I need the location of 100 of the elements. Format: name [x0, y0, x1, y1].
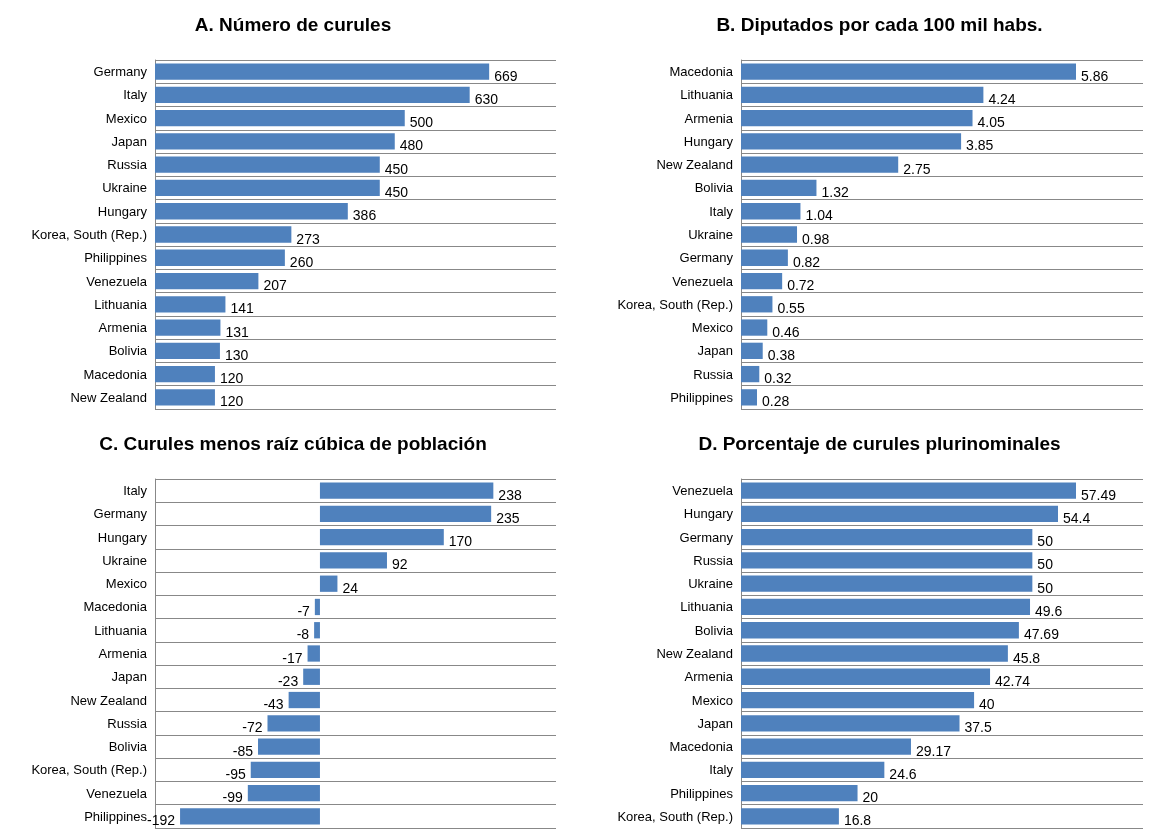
y-tick-label: Korea, South (Rep.): [617, 296, 733, 312]
bar: [319, 575, 338, 592]
bar: [155, 342, 220, 359]
y-tick-label: Ukraine: [102, 180, 147, 196]
chart-title: D. Porcentaje de curules plurinominales: [698, 433, 1061, 454]
y-tick-label: Armenia: [684, 110, 734, 126]
bar: [741, 668, 991, 685]
data-label: 37.5: [964, 719, 992, 736]
bar: [155, 63, 490, 80]
y-tick-label: Hungary: [683, 506, 734, 522]
chart-title: B. Diputados por cada 100 mil habs.: [716, 14, 1043, 35]
data-label: 1.32: [821, 183, 849, 200]
data-label: 16.8: [843, 812, 872, 829]
data-label: -72: [242, 719, 263, 736]
bar: [319, 529, 444, 546]
data-label: -23: [277, 672, 299, 689]
y-tick-label: Italy: [709, 762, 734, 778]
y-tick-label: Russia: [107, 157, 148, 173]
data-label: 49.6: [1035, 602, 1063, 619]
bar: [741, 365, 760, 383]
data-label: 235: [496, 509, 520, 526]
data-label: 92: [391, 556, 408, 573]
y-tick-label: Russia: [107, 715, 148, 731]
data-label: 45.8: [1012, 649, 1041, 666]
bar: [155, 249, 285, 266]
bar: [319, 552, 387, 569]
bar: [180, 808, 320, 825]
bar: [314, 622, 320, 639]
bar: [155, 226, 292, 243]
y-tick-label: Hungary: [97, 203, 148, 219]
chart-title: C. Curules menos raíz cúbica de población: [99, 433, 487, 454]
y-tick-label: Japan: [697, 715, 733, 731]
bar: [741, 598, 1031, 616]
data-label: 47.69: [1023, 626, 1060, 643]
y-tick-label: New Zealand: [70, 692, 147, 708]
bar: [741, 552, 1033, 569]
data-label: 131: [225, 323, 250, 340]
data-label: 20: [862, 789, 879, 806]
bar: [741, 133, 962, 150]
bar: [741, 505, 1058, 523]
bar: [314, 598, 320, 616]
y-tick-label: Hungary: [683, 133, 734, 149]
data-label: 141: [230, 300, 254, 317]
y-tick-label: Russia: [693, 552, 734, 568]
bar: [319, 482, 494, 499]
data-label: -7: [297, 602, 311, 619]
y-tick-label: Venezuela: [672, 483, 734, 499]
data-label: 40: [979, 696, 995, 713]
bar: [741, 575, 1033, 592]
y-tick-label: Mexico: [105, 110, 147, 126]
y-tick-label: Philippines: [84, 250, 148, 266]
data-label: 260: [289, 253, 314, 270]
y-tick-label: Mexico: [105, 576, 147, 592]
y-tick-label: New Zealand: [656, 157, 733, 173]
y-tick-label: Germany: [679, 529, 734, 545]
bar: [741, 249, 788, 266]
bar: [741, 156, 899, 173]
data-label: 50: [1037, 556, 1054, 573]
data-label: -85: [232, 742, 254, 759]
data-label: 0.28: [762, 393, 790, 410]
bar: [741, 226, 798, 243]
data-label: 42.74: [995, 672, 1031, 689]
y-tick-label: Germany: [93, 64, 148, 80]
data-label: 0.82: [792, 253, 821, 270]
y-tick-label: Venezuela: [86, 273, 148, 289]
data-label: 3.85: [966, 137, 994, 154]
chart-title: A. Número de curules: [194, 14, 392, 35]
y-tick-label: Venezuela: [86, 785, 148, 801]
data-label: 669: [494, 67, 518, 84]
y-tick-label: Italy: [123, 87, 148, 103]
data-label: 273: [296, 230, 320, 247]
data-label: 0.38: [767, 346, 796, 363]
bar: [741, 645, 1008, 662]
bar: [741, 529, 1033, 546]
data-label: 5.86: [1081, 67, 1109, 84]
data-label: -192: [147, 812, 176, 829]
data-label: 50: [1037, 533, 1054, 550]
bar: [741, 342, 763, 359]
y-tick-label: Italy: [123, 483, 148, 499]
bar: [288, 691, 320, 709]
bar: [303, 668, 320, 685]
bar: [741, 179, 817, 197]
data-label: -8: [296, 626, 310, 643]
y-tick-label: Macedonia: [669, 739, 734, 755]
bar: [267, 715, 320, 732]
y-tick-label: Japan: [697, 343, 733, 359]
y-tick-label: Macedonia: [669, 64, 734, 80]
data-label: 170: [448, 533, 473, 550]
bar: [258, 738, 320, 755]
data-label: 0.32: [764, 370, 792, 387]
data-label: 0.72: [787, 277, 815, 294]
bar: [741, 691, 975, 709]
y-tick-label: Philippines: [670, 785, 734, 801]
bar: [155, 179, 380, 197]
y-tick-label: Ukraine: [688, 227, 733, 242]
data-label: 4.24: [988, 90, 1016, 107]
bar: [307, 645, 320, 662]
bar: [741, 63, 1076, 80]
y-tick-label: Lithuania: [94, 296, 148, 312]
y-tick-label: Japan: [111, 133, 147, 149]
